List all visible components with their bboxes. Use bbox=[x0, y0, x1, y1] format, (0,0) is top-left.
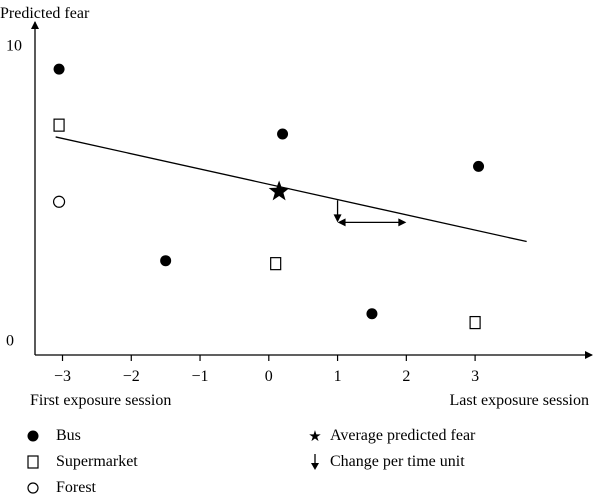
x-caption-right: Last exposure session bbox=[449, 392, 589, 409]
y-axis-label: Predicted fear bbox=[0, 5, 90, 22]
arrow-down-icon bbox=[304, 454, 326, 470]
x-tick-label: −3 bbox=[54, 368, 71, 385]
y-tick-label: 0 bbox=[6, 332, 14, 349]
forest-point bbox=[52, 195, 66, 208]
legend-forest-label: Forest bbox=[56, 479, 96, 496]
legend-supermarket-label: Supermarket bbox=[56, 453, 138, 470]
x-tick-label: −1 bbox=[192, 368, 209, 385]
bus-point bbox=[366, 308, 378, 320]
supermarket-point bbox=[469, 315, 481, 330]
open-circle-icon bbox=[22, 482, 44, 494]
bus-point bbox=[53, 63, 65, 75]
open-square-icon bbox=[22, 455, 44, 469]
bus-point bbox=[160, 255, 172, 267]
x-tick-label: 2 bbox=[402, 368, 410, 385]
x-tick-label: 0 bbox=[265, 368, 273, 385]
x-caption-left: First exposure session bbox=[30, 392, 171, 409]
legend-change: Change per time unit bbox=[304, 452, 465, 472]
average-predicted-fear-star bbox=[268, 180, 290, 201]
legend-supermarket: Supermarket bbox=[22, 452, 138, 472]
legend-bus: Bus bbox=[22, 426, 81, 446]
legend-average-label: Average predicted fear bbox=[330, 427, 476, 444]
supermarket-point bbox=[270, 257, 282, 271]
x-tick-label: 3 bbox=[471, 368, 479, 385]
bus-point bbox=[277, 128, 289, 140]
star-icon: ★ bbox=[308, 428, 322, 445]
legend-average: ★ Average predicted fear bbox=[304, 426, 475, 446]
legend-forest: Forest bbox=[22, 478, 96, 498]
regression-line bbox=[55, 136, 527, 243]
change-arrow-down-head bbox=[333, 214, 342, 223]
bus-point bbox=[473, 160, 485, 172]
x-tick-label: −2 bbox=[123, 368, 140, 385]
filled-circle-icon bbox=[22, 430, 44, 442]
supermarket-point bbox=[53, 118, 65, 132]
x-tick-label: 1 bbox=[334, 368, 342, 385]
legend-change-label: Change per time unit bbox=[330, 453, 465, 470]
time-unit-arrow-left-head bbox=[337, 218, 346, 227]
time-unit-arrow-right-head bbox=[398, 218, 407, 227]
legend-bus-label: Bus bbox=[56, 427, 81, 444]
y-tick-label: 10 bbox=[6, 38, 22, 55]
